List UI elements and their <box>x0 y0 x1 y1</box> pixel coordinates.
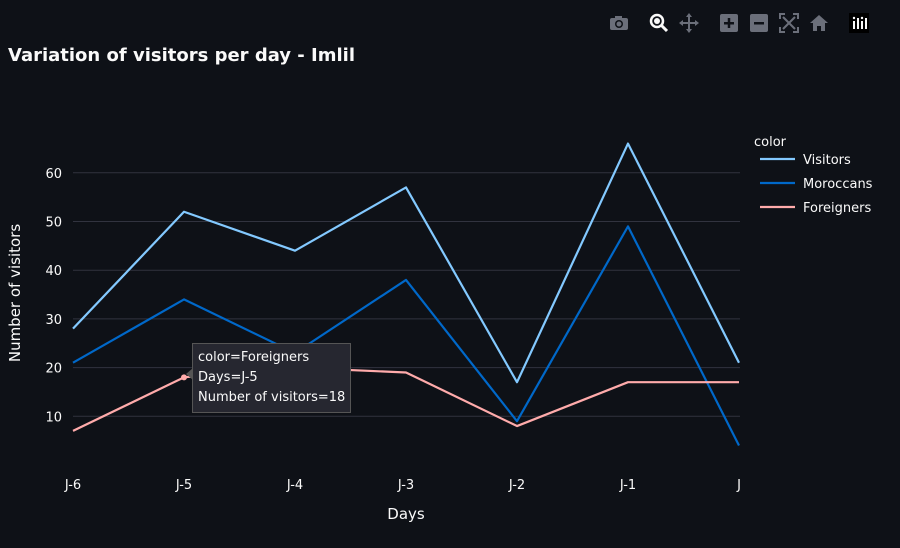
legend-title: color <box>754 135 787 150</box>
grid-lines <box>73 172 740 417</box>
tooltip-line-value: Number of visitors=18 <box>198 390 346 405</box>
legend-label-visitors[interactable]: Visitors <box>803 153 851 168</box>
legend-label-moroccans[interactable]: Moroccans <box>803 177 873 192</box>
y-tick-label: 30 <box>45 313 62 328</box>
y-tick-label: 10 <box>45 410 62 425</box>
series-line-moroccans[interactable] <box>72 225 740 447</box>
series-line-foreigners[interactable] <box>72 366 739 432</box>
series-lines <box>72 142 740 447</box>
x-tick-label: J-5 <box>175 478 192 493</box>
x-axis-title: Days <box>387 505 425 523</box>
hover-point <box>181 374 187 381</box>
x-tick-label: J-2 <box>508 478 525 493</box>
plotly-logo-icon[interactable] <box>848 12 870 34</box>
zoom-icon[interactable] <box>648 12 670 34</box>
series-line-visitors[interactable] <box>72 142 740 384</box>
autoscale-icon[interactable] <box>778 12 800 34</box>
zoom-in-icon[interactable] <box>718 12 740 34</box>
legend: color Visitors Moroccans Foreigners <box>754 135 873 216</box>
y-tick-label: 40 <box>45 264 62 279</box>
y-tick-label: 60 <box>45 167 62 182</box>
chart-title: Variation of visitors per day - Imlil <box>8 45 356 66</box>
hover-tooltip: color=Foreigners Days=J-5 Number of visi… <box>185 343 352 413</box>
tooltip-line-days: Days=J-5 <box>198 370 258 385</box>
x-tick-label: J-6 <box>64 478 81 493</box>
y-tick-label: 20 <box>45 362 62 377</box>
x-tick-label: J-4 <box>286 478 303 493</box>
legend-label-foreigners[interactable]: Foreigners <box>803 201 871 216</box>
pan-icon[interactable] <box>678 12 700 34</box>
tooltip-line-color: color=Foreigners <box>198 350 310 365</box>
y-axis-ticks: 10 20 30 40 50 60 <box>45 167 62 425</box>
zoom-out-icon[interactable] <box>748 12 770 34</box>
x-tick-label: J-1 <box>619 478 636 493</box>
y-tick-label: 50 <box>45 216 62 231</box>
home-icon[interactable] <box>808 12 830 34</box>
y-axis-title: Number of visitors <box>6 224 24 363</box>
x-tick-label: J-3 <box>397 478 414 493</box>
plot-modebar <box>606 12 876 34</box>
camera-icon[interactable] <box>608 12 630 34</box>
x-axis-ticks: J-6 J-5 J-4 J-3 J-2 J-1 J <box>64 478 741 493</box>
x-tick-label: J <box>736 478 741 493</box>
